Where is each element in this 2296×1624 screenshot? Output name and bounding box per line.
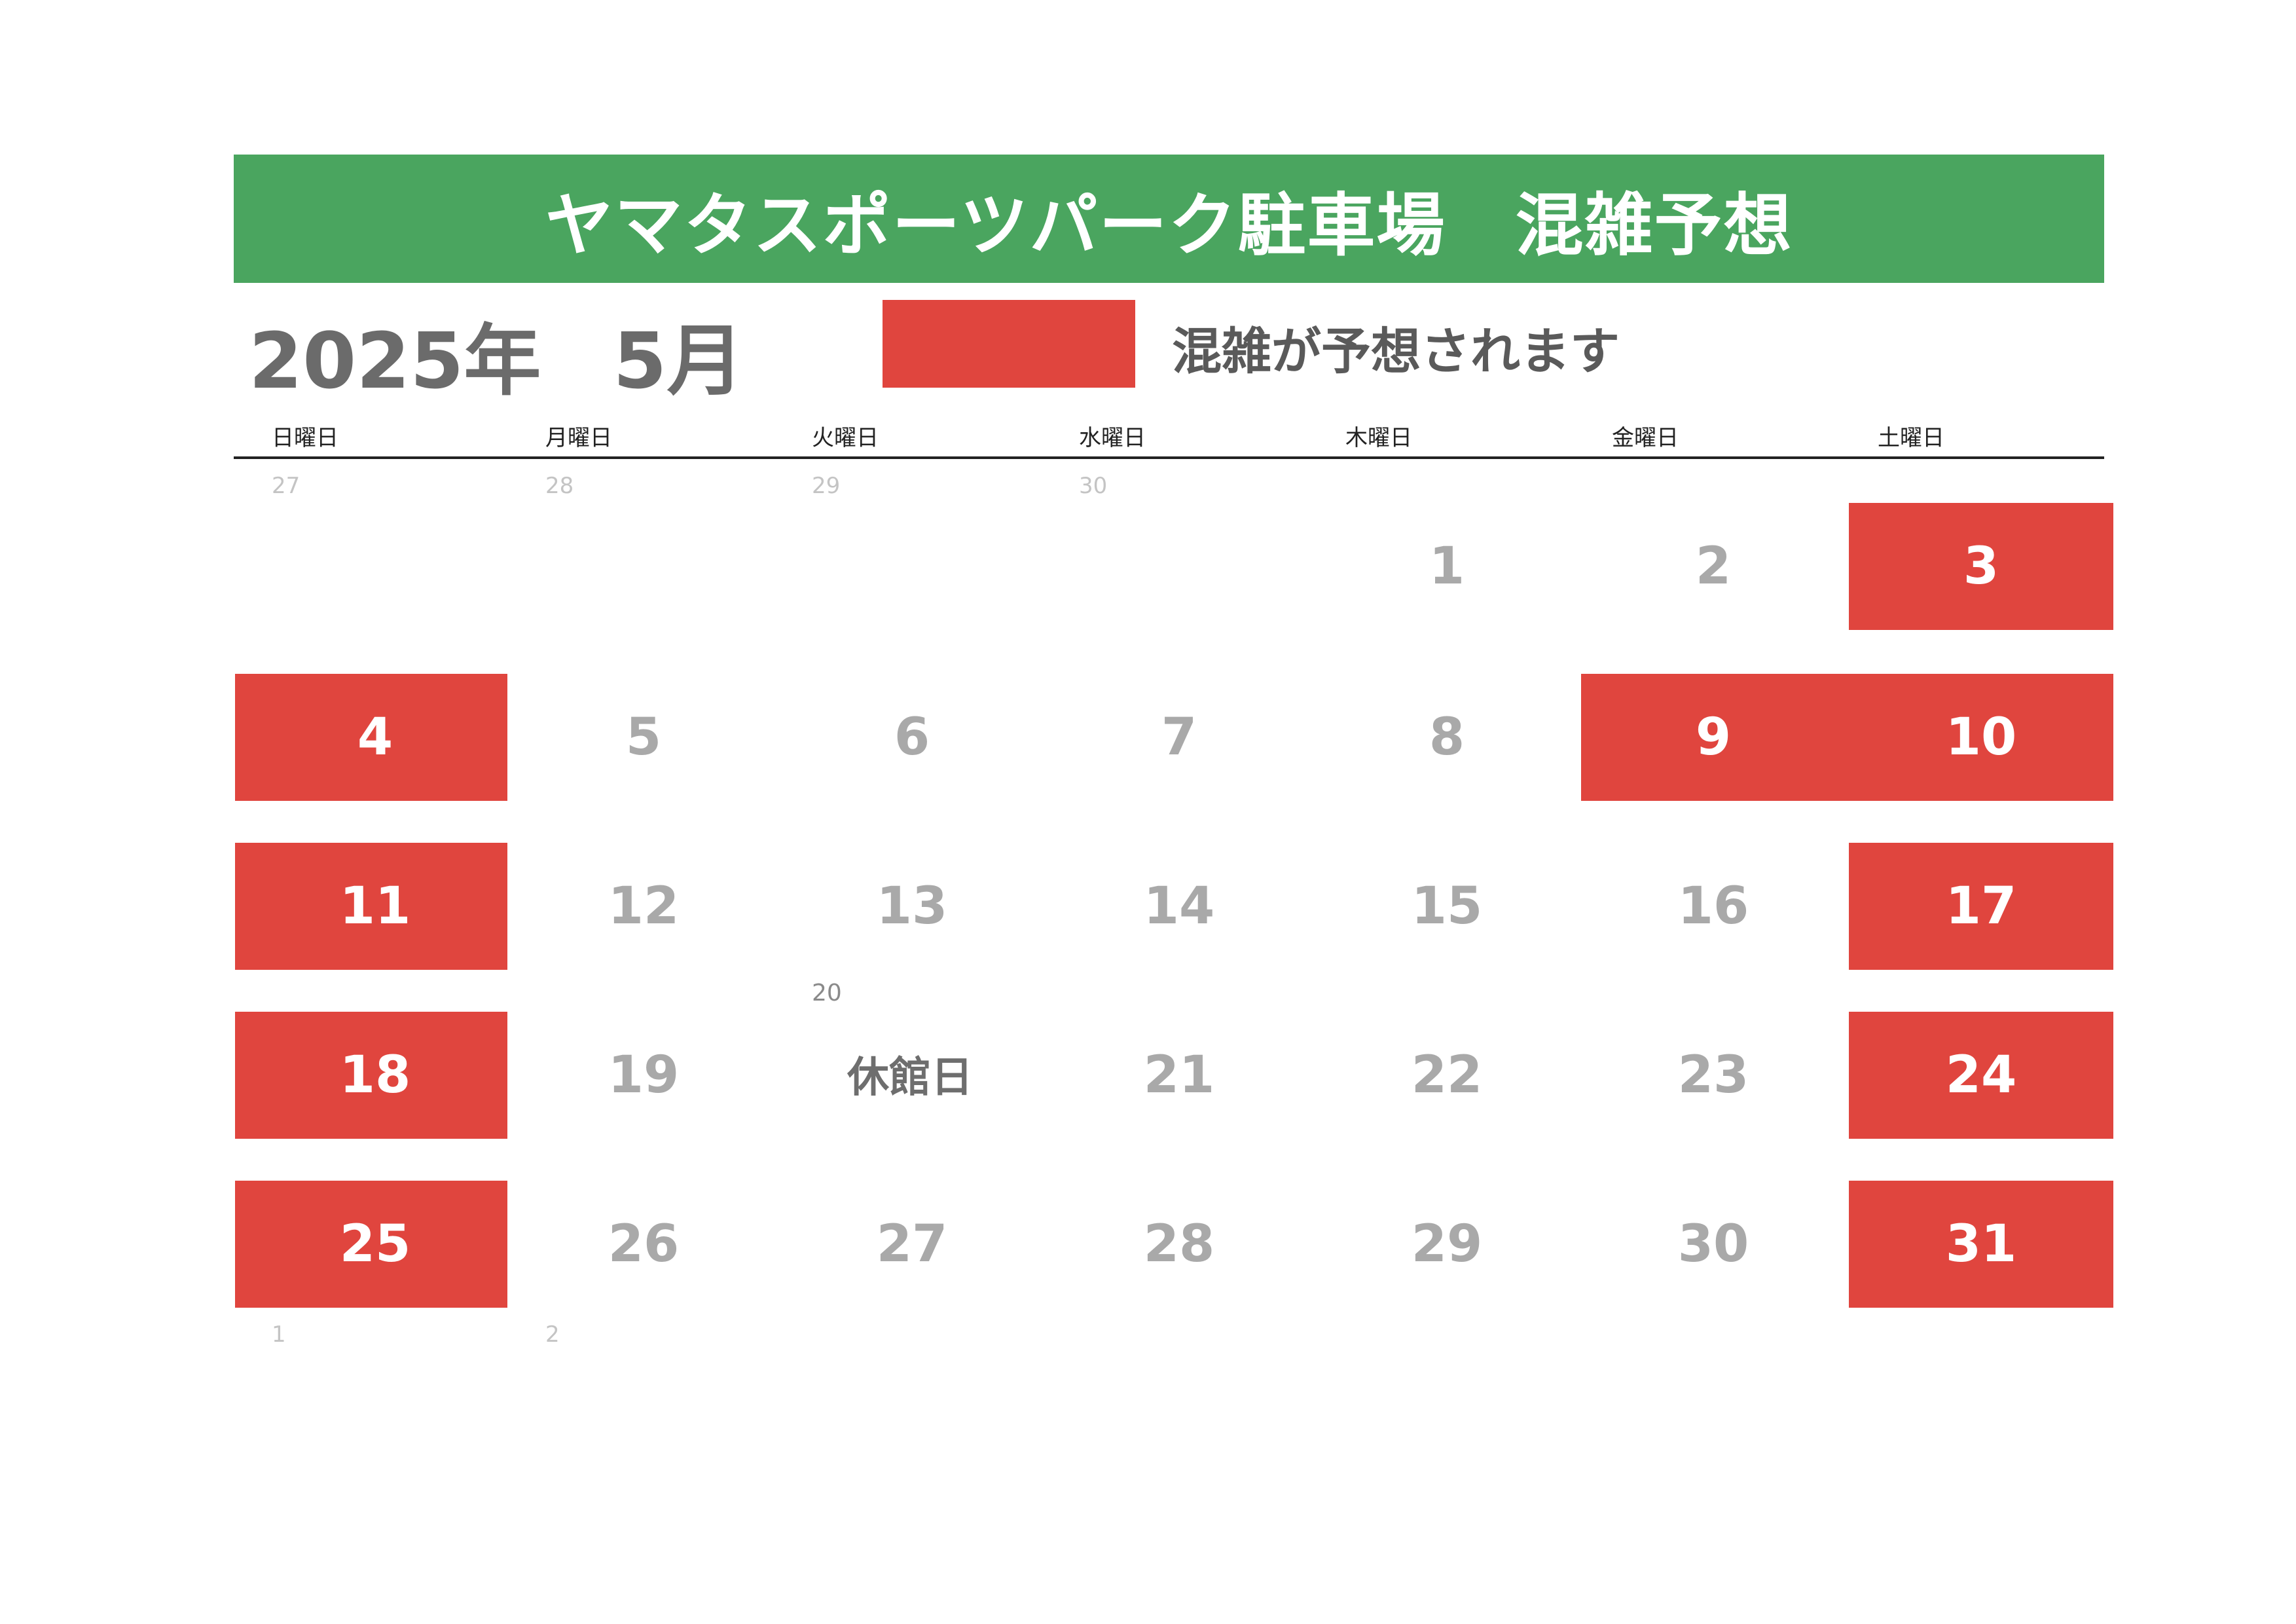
title-banner: ヤマタスポーツパーク駐車場 混雑予想 [234, 155, 2104, 283]
calendar-day: 5 [625, 708, 662, 767]
year-label: 2025年 [249, 315, 541, 406]
busy-highlight [235, 1181, 507, 1308]
page-title: ヤマタスポーツパーク駐車場 混雑予想 [545, 185, 1793, 265]
calendar-day: 7 [1161, 708, 1197, 767]
header-divider [234, 456, 2104, 459]
calendar-day: 24 [1945, 1046, 2017, 1105]
busy-highlight [1849, 1012, 2113, 1139]
calendar-day: 21 [1143, 1046, 1215, 1105]
busy-highlight [1849, 843, 2113, 970]
calendar-day: 16 [1677, 877, 1749, 936]
busy-highlight [1849, 503, 2113, 630]
year-month-heading: 2025年 5月 [249, 308, 744, 406]
legend-text: 混雑が予想されます [1172, 322, 1620, 380]
weekday-tue: 火曜日 [812, 424, 879, 451]
closed-day-number: 20 [812, 980, 842, 1006]
calendar-day: 4 [357, 708, 393, 767]
calendar-day: 6 [894, 708, 930, 767]
calendar-day: 22 [1411, 1046, 1483, 1105]
calendar-day: 9 [1695, 708, 1732, 767]
calendar-day: 10 [1945, 708, 2017, 767]
calendar-day: 29 [1411, 1215, 1483, 1274]
weekday-thu: 木曜日 [1345, 424, 1412, 451]
busy-highlight [235, 1012, 507, 1139]
calendar-day: 18 [339, 1046, 411, 1105]
calendar-day: 11 [339, 877, 411, 936]
calendar-day: 19 [608, 1046, 680, 1105]
calendar-day: 23 [1677, 1046, 1749, 1105]
closed-day-label: 休館日 [847, 1054, 973, 1102]
calendar-day: 2 [1695, 537, 1732, 596]
calendar-day: 15 [1411, 877, 1483, 936]
calendar-day: 1 [1429, 537, 1465, 596]
calendar-day: 3 [1963, 537, 1999, 596]
busy-highlight [1849, 1181, 2113, 1308]
weekday-sat: 土曜日 [1878, 424, 1944, 451]
busy-highlight [235, 674, 507, 801]
weekday-fri: 金曜日 [1612, 424, 1679, 451]
weekday-mon: 月曜日 [545, 424, 612, 451]
calendar-day: 14 [1143, 877, 1215, 936]
legend-swatch [883, 300, 1135, 388]
next-month-day: 2 [545, 1321, 560, 1348]
prev-month-day: 27 [272, 473, 301, 499]
calendar-day: 13 [876, 877, 948, 936]
prev-month-day: 28 [545, 473, 574, 499]
calendar-day: 28 [1143, 1215, 1215, 1274]
calendar-day: 31 [1945, 1215, 2017, 1274]
calendar-day: 30 [1677, 1215, 1749, 1274]
month-label: 5月 [613, 315, 744, 406]
busy-highlight [1581, 674, 2113, 801]
calendar-day: 8 [1429, 708, 1465, 767]
busy-highlight [235, 843, 507, 970]
calendar-day: 25 [339, 1215, 411, 1274]
calendar-day: 26 [608, 1215, 680, 1274]
prev-month-day: 29 [812, 473, 841, 499]
weekday-wed: 水曜日 [1079, 424, 1146, 451]
prev-month-day: 30 [1079, 473, 1108, 499]
weekday-sun: 日曜日 [272, 424, 338, 451]
calendar-day: 12 [608, 877, 680, 936]
next-month-day: 1 [272, 1321, 286, 1348]
calendar-day: 27 [876, 1215, 948, 1274]
calendar-day: 17 [1945, 877, 2017, 936]
